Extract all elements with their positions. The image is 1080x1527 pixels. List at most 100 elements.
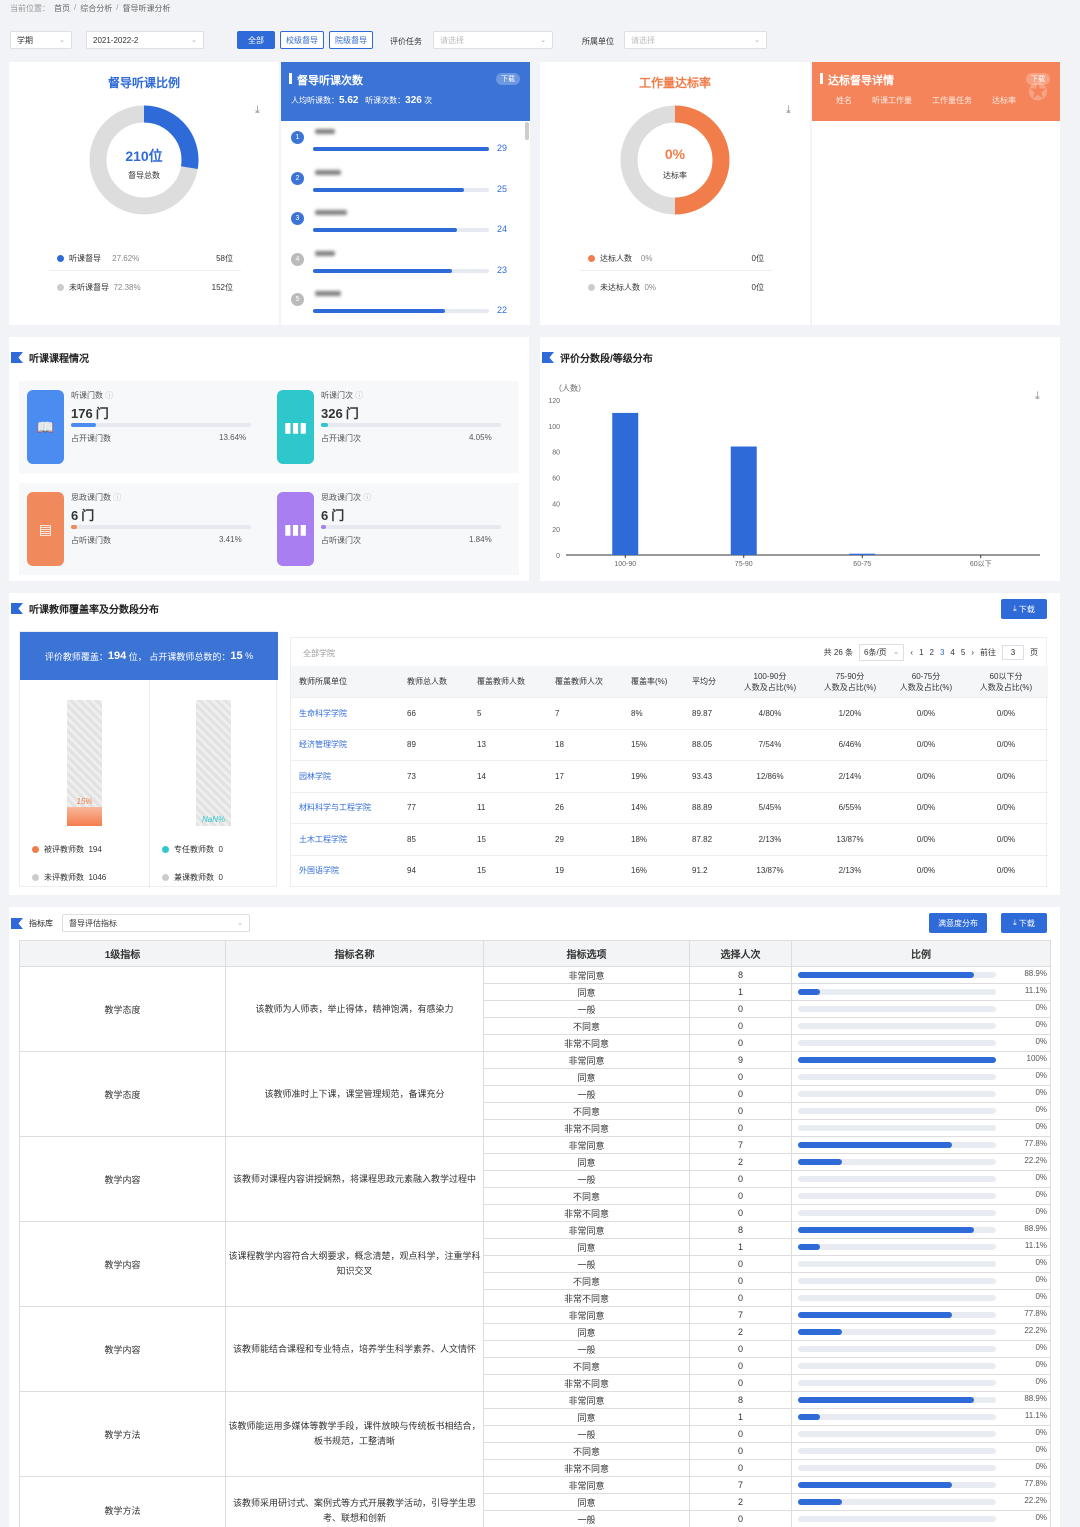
stat-label: 听课门数 ⓘ (71, 390, 113, 401)
unit-select[interactable]: 请选择 ⌄ (624, 31, 767, 49)
page-size-value: 6条/页 (864, 648, 887, 657)
college-link[interactable]: 经济管理学院 (291, 729, 399, 761)
help-icon[interactable]: ⓘ (103, 391, 114, 400)
ratio-bar: 88.9% (792, 967, 1050, 983)
table-cell: 15% (623, 729, 684, 761)
satisfaction-button[interactable]: 满意度分布 (929, 913, 987, 933)
goto-page-input[interactable]: 3 (1002, 645, 1024, 660)
page-3[interactable]: 3 (939, 648, 945, 657)
ratio-cell: 77.8% (791, 1136, 1051, 1154)
stat-bar (71, 525, 78, 529)
table-row: 非常不同意 0 0% (20, 1034, 1051, 1052)
index-header-cell: 比例 (791, 940, 1051, 967)
option-cell: 一般 (483, 1425, 690, 1443)
index-download-button[interactable]: ⤓ 下载 (1001, 913, 1047, 933)
count-card-title: 督导听课次数 (297, 75, 363, 87)
ratio-center-value: 210位 (125, 148, 163, 164)
rank-bar (313, 147, 489, 151)
college-link[interactable]: 外国语学院 (291, 855, 399, 887)
index-select[interactable]: 督导评估指标 ⌄ (62, 914, 250, 932)
score-bar[interactable] (612, 412, 639, 555)
coverage-header-cell: 60以下分 人数及占比(%) (964, 666, 1048, 698)
option-cell: 非常不同意 (483, 1034, 690, 1052)
college-link[interactable]: 园林学院 (291, 760, 399, 793)
ratio-pct: 0% (1035, 1071, 1047, 1080)
table-cell: 26 (547, 792, 623, 824)
scrollbar[interactable] (525, 122, 529, 140)
gauge-legend-2: 专任教师数 0 (162, 844, 223, 855)
coverage-header-cell: 覆盖教师人次 (547, 666, 623, 698)
option-cell: 不同意 (483, 1357, 690, 1375)
table-cell: 13 (469, 729, 547, 761)
avg-value: 5.62 (339, 95, 359, 106)
count-cell: 0 (689, 1034, 792, 1052)
table-row: 园林学院 73 14 17 19% 93.43 12/86% 2/14% 0/0% 0/0% (291, 760, 1048, 793)
filter-college-button[interactable]: 院级督导 (329, 31, 373, 49)
table-row: 同意 2 22.2% (20, 1493, 1051, 1511)
filter-all-button[interactable]: 全部 (237, 31, 275, 49)
ratio-pct: 0% (1035, 1445, 1047, 1454)
page-size-select[interactable]: 6条/页 ⌄ (859, 644, 905, 661)
level1-cell: 教学态度 (19, 1051, 226, 1137)
count-download-button[interactable]: 下载 (496, 73, 520, 85)
college-link[interactable]: 生命科学学院 (291, 697, 399, 730)
score-bar[interactable] (849, 553, 876, 555)
legend-name: 未达标人数 (600, 283, 640, 292)
next-page-icon[interactable]: › (971, 648, 974, 657)
table-cell: 5/45% (728, 792, 812, 824)
help-icon[interactable]: ⓘ (361, 493, 372, 502)
term-select[interactable]: 学期 ⌄ (10, 31, 72, 49)
score-title-text: 评价分数段/等级分布 (560, 354, 653, 365)
ratio-bar: 88.9% (792, 1392, 1050, 1408)
ratio-bar-fill (798, 1312, 953, 1318)
detail-download-button[interactable]: 下载 (1026, 73, 1050, 85)
download-icon[interactable]: ⤓ (255, 104, 260, 116)
rank-value: 24 (497, 224, 508, 234)
help-icon[interactable]: ⓘ (111, 493, 122, 502)
college-link[interactable]: 土木工程学院 (291, 823, 399, 856)
all-college-filter[interactable]: 全部学院 (303, 649, 335, 658)
table-row: 同意 1 11.1% (20, 1408, 1051, 1426)
college-link[interactable]: 材料科学与工程学院 (291, 792, 399, 824)
ratio-bar: 0% (792, 1341, 1050, 1357)
count-cell: 2 (689, 1323, 792, 1341)
page-2[interactable]: 2 (929, 648, 934, 657)
year-select[interactable]: 2021-2022-2 ⌄ (86, 31, 204, 49)
table-cell: 11 (469, 792, 547, 824)
table-cell: 17 (547, 760, 623, 793)
table-cell: 88.89 (684, 792, 728, 824)
help-icon[interactable]: ⓘ (353, 391, 364, 400)
filter-school-button[interactable]: 校级督导 (280, 31, 324, 49)
x-tick-label: 100-90 (614, 561, 636, 568)
ratio-cell: 0% (791, 1068, 1051, 1086)
breadcrumb-analysis[interactable]: 综合分析 (80, 4, 113, 13)
coverage-download-button[interactable]: ⤓ 下载 (1001, 599, 1047, 619)
stat-card: ▤ 思政课门数 ⓘ 6 门占听课门数 3.41% (19, 483, 269, 575)
unit-placeholder: 请选择 (631, 35, 655, 45)
ratio-pct: 0% (1035, 1275, 1047, 1284)
page-4[interactable]: 4 (950, 648, 955, 657)
task-select[interactable]: 请选择 ⌄ (433, 31, 553, 49)
prev-page-icon[interactable]: ‹ (910, 648, 914, 657)
page-5[interactable]: 5 (960, 648, 966, 657)
banner-pct: 15 (230, 650, 243, 662)
option-cell: 一般 (483, 1255, 690, 1273)
table-cell: 7/54% (728, 729, 812, 761)
gauge-legend-4: 兼课教师数 0 (162, 872, 223, 883)
score-bar[interactable] (730, 446, 757, 556)
gauge-1: 15% (67, 700, 102, 826)
legend-dot (588, 255, 595, 263)
breadcrumb-home[interactable]: 首页 (54, 4, 70, 13)
download-icon[interactable]: ⤓ (1035, 390, 1040, 402)
total-label: 听课次数： (365, 96, 406, 105)
ratio-cell: 88.9% (791, 1221, 1051, 1239)
ratio-bar-track (798, 1363, 996, 1369)
legend-name: 听课督导 (69, 254, 101, 263)
ratio-bar: 0% (792, 1001, 1050, 1017)
ratio-cell: 11.1% (791, 1408, 1051, 1426)
ratio-pct: 0% (1035, 1360, 1047, 1369)
table-cell: 77 (399, 792, 469, 824)
download-icon[interactable]: ⤓ (786, 104, 791, 116)
page-1[interactable]: 1 (919, 648, 924, 657)
table-cell: 5 (469, 697, 547, 730)
